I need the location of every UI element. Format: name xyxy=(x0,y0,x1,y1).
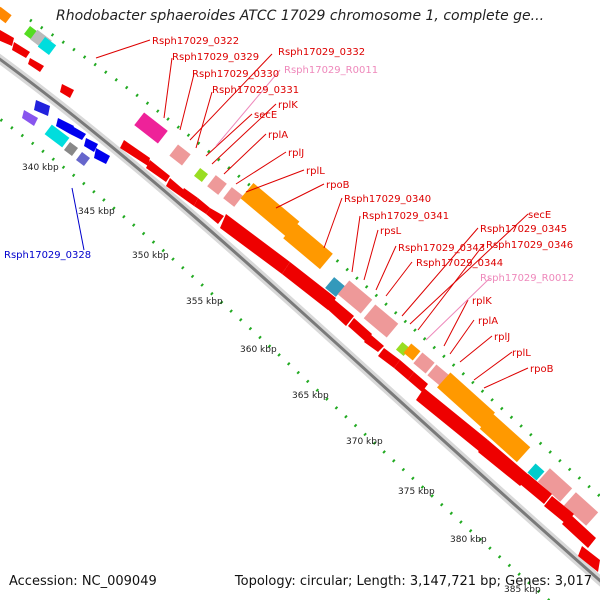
tick-label: 370 kbp xyxy=(346,437,383,447)
leader-lines xyxy=(71,39,529,389)
gene-label[interactable]: rpoB xyxy=(530,364,554,375)
accession-text: Accession: NC_009049 xyxy=(9,574,157,589)
gene-blocks-reverse[interactable] xyxy=(22,100,110,167)
tick-label: 375 kbp xyxy=(398,487,435,497)
tick-label: 345 kbp xyxy=(78,207,115,217)
gene-blocks-main[interactable] xyxy=(134,112,599,526)
gene-arrows-forward[interactable] xyxy=(120,140,600,572)
tick-label: 365 kbp xyxy=(292,391,329,401)
tick-label: 340 kbp xyxy=(22,163,59,173)
gene-label[interactable]: Rsph17029_0346 xyxy=(486,240,573,251)
gene-label[interactable]: rplJ xyxy=(494,332,510,343)
gene-label[interactable]: rplL xyxy=(306,166,325,177)
tick-label: 350 kbp xyxy=(132,251,169,261)
gene-label[interactable]: rpoB xyxy=(326,180,350,191)
backbone xyxy=(0,53,600,587)
gene-label[interactable]: rplJ xyxy=(288,148,304,159)
gene-label[interactable]: Rsph17029_0322 xyxy=(152,36,239,47)
gene-label[interactable]: Rsph17029_R0011 xyxy=(284,65,378,76)
gene-label[interactable]: rpsL xyxy=(380,226,402,237)
genome-summary: Topology: circular; Length: 3,147,721 bp… xyxy=(234,574,592,589)
gene-labels: Rsph17029_0322 Rsph17029_0329 Rsph17029_03… xyxy=(4,36,574,375)
gene-blocks-top-left[interactable] xyxy=(0,6,74,98)
tick-label: 385 kbp xyxy=(504,585,541,595)
gene-label[interactable]: Rsph17029_0332 xyxy=(278,47,365,58)
map-title: Rhodobacter sphaeroides ATCC 17029 chrom… xyxy=(55,8,545,24)
gene-label[interactable]: Rsph17029_R0012 xyxy=(480,273,574,284)
gene-label[interactable]: secE xyxy=(254,110,277,121)
gene-label[interactable]: Rsph17029_0345 xyxy=(480,224,567,235)
gene-label[interactable]: rplK xyxy=(472,296,492,307)
gene-label[interactable]: Rsph17029_0331 xyxy=(212,85,299,96)
gene-label[interactable]: rplK xyxy=(278,100,298,111)
gene-label[interactable]: Rsph17029_0328 xyxy=(4,250,91,261)
gene-label[interactable]: Rsph17029_0329 xyxy=(172,52,259,63)
gene-label[interactable]: Rsph17029_0340 xyxy=(344,194,431,205)
tick-track-inner xyxy=(0,117,551,600)
tick-labels: 340 kbp 345 kbp 350 kbp 355 kbp 360 kbp 365 k… xyxy=(22,163,541,595)
gene-label[interactable]: Rsph17029_0341 xyxy=(362,211,449,222)
gene-label[interactable]: secE xyxy=(528,210,551,221)
gene-label[interactable]: rplL xyxy=(512,348,531,359)
gene-label[interactable]: Rsph17029_0343 xyxy=(398,243,485,254)
tick-label: 355 kbp xyxy=(186,297,223,307)
tick-label: 380 kbp xyxy=(450,535,487,545)
gene-label[interactable]: rplA xyxy=(268,130,288,141)
gene-label[interactable]: Rsph17029_0330 xyxy=(192,69,279,80)
tick-label: 360 kbp xyxy=(240,345,277,355)
gene-label[interactable]: Rsph17029_0344 xyxy=(416,258,503,269)
gene-label[interactable]: rplA xyxy=(478,316,498,327)
